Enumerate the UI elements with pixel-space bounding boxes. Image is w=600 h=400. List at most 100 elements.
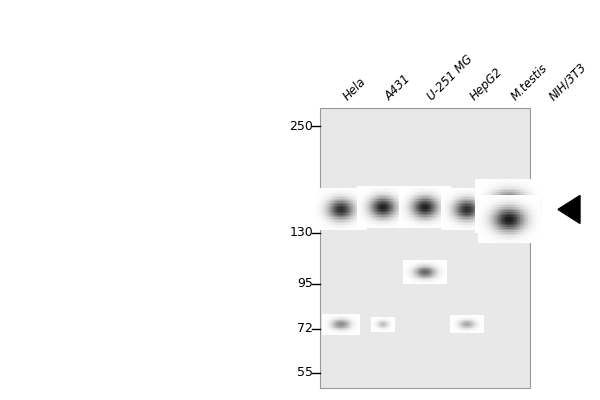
Bar (523, 211, 524, 213)
Bar (414, 222, 415, 224)
Bar (413, 204, 414, 205)
Bar (489, 194, 490, 196)
Bar (372, 198, 373, 199)
Bar (482, 242, 484, 244)
Bar (427, 215, 428, 217)
Bar (424, 217, 425, 218)
Bar (368, 222, 369, 224)
Bar (389, 215, 390, 217)
Bar (404, 218, 405, 220)
Bar (506, 204, 507, 206)
Bar (343, 200, 344, 202)
Bar (518, 224, 519, 225)
Bar (414, 205, 415, 206)
Bar (458, 214, 460, 216)
Bar (502, 235, 503, 237)
Bar (369, 208, 370, 210)
Bar (511, 237, 512, 238)
Bar (529, 226, 530, 228)
Bar (510, 237, 511, 238)
Bar (376, 214, 377, 215)
Bar (539, 220, 540, 222)
Bar (401, 227, 402, 228)
Bar (399, 217, 400, 218)
Bar (490, 209, 491, 211)
Bar (514, 196, 515, 197)
Bar (511, 229, 512, 230)
Bar (397, 227, 398, 228)
Bar (481, 213, 482, 214)
Bar (403, 206, 404, 208)
Bar (450, 218, 451, 220)
Bar (390, 221, 391, 222)
Bar (505, 183, 506, 185)
Bar (517, 181, 518, 183)
Bar (500, 242, 501, 244)
Bar (400, 214, 401, 215)
Bar (373, 220, 374, 221)
Bar (521, 200, 522, 202)
Bar (467, 188, 468, 190)
Bar (476, 196, 477, 198)
Bar (535, 237, 536, 238)
Bar (523, 215, 524, 216)
Bar (480, 226, 481, 228)
Bar (408, 225, 409, 227)
Bar (361, 196, 362, 197)
Bar (315, 206, 316, 207)
Bar (463, 226, 464, 228)
Bar (358, 212, 359, 213)
Bar (318, 198, 319, 200)
Bar (455, 204, 456, 206)
Bar (321, 197, 322, 198)
Bar (372, 195, 373, 196)
Bar (483, 190, 484, 191)
Bar (366, 197, 367, 198)
Bar (358, 189, 359, 191)
Bar (430, 204, 431, 205)
Bar (511, 232, 512, 234)
Bar (336, 212, 337, 213)
Bar (491, 222, 493, 224)
Bar (412, 221, 413, 222)
Bar (493, 238, 494, 240)
Bar (526, 179, 527, 181)
Bar (324, 219, 325, 220)
Bar (418, 198, 419, 199)
Bar (469, 188, 470, 190)
Bar (328, 190, 329, 191)
Bar (469, 225, 470, 226)
Bar (399, 199, 400, 201)
Bar (531, 227, 532, 229)
Bar (427, 212, 428, 214)
Bar (497, 224, 499, 225)
Bar (448, 227, 449, 228)
Bar (524, 218, 525, 220)
Bar (508, 237, 509, 238)
Bar (523, 217, 524, 219)
Bar (463, 216, 464, 218)
Bar (536, 213, 538, 215)
Bar (449, 211, 450, 212)
Bar (400, 210, 401, 211)
Bar (526, 209, 527, 210)
Bar (443, 188, 444, 190)
Bar (352, 226, 353, 228)
Bar (530, 179, 532, 181)
Bar (541, 190, 542, 192)
Bar (454, 203, 455, 204)
Bar (482, 231, 483, 233)
Bar (314, 213, 315, 214)
Bar (348, 202, 349, 203)
Bar (506, 210, 507, 212)
Bar (541, 230, 542, 231)
Bar (490, 219, 491, 220)
Bar (450, 188, 451, 190)
Bar (428, 191, 430, 192)
Bar (402, 194, 403, 195)
Bar (451, 220, 452, 222)
Bar (466, 207, 467, 209)
Bar (493, 220, 494, 222)
Bar (502, 214, 503, 215)
Bar (404, 189, 405, 191)
